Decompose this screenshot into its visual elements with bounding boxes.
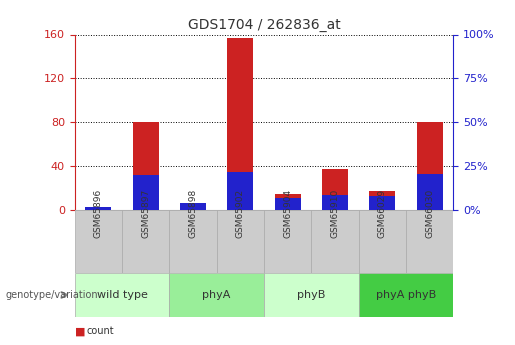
Text: wild type: wild type xyxy=(96,290,147,300)
Bar xyxy=(322,195,348,210)
Text: GSM65898: GSM65898 xyxy=(188,189,197,238)
Text: phyA phyB: phyA phyB xyxy=(376,290,436,300)
Bar xyxy=(274,198,301,210)
Bar xyxy=(180,204,206,210)
Bar xyxy=(133,175,159,210)
Bar xyxy=(264,210,311,273)
Bar xyxy=(227,172,253,210)
Title: GDS1704 / 262836_at: GDS1704 / 262836_at xyxy=(187,18,340,32)
Bar xyxy=(75,210,122,273)
Bar xyxy=(311,210,358,273)
Text: GSM66030: GSM66030 xyxy=(425,189,434,238)
Text: GSM65902: GSM65902 xyxy=(236,189,245,238)
Bar xyxy=(133,122,159,210)
Bar xyxy=(180,205,206,210)
Text: GSM65904: GSM65904 xyxy=(283,189,292,238)
Bar xyxy=(358,273,453,317)
Bar xyxy=(358,210,406,273)
Text: count: count xyxy=(86,326,114,336)
Bar xyxy=(274,194,301,210)
Text: GSM65896: GSM65896 xyxy=(94,189,103,238)
Bar xyxy=(406,210,453,273)
Bar xyxy=(169,210,217,273)
Text: GSM65910: GSM65910 xyxy=(331,189,339,238)
Bar xyxy=(217,210,264,273)
Bar xyxy=(227,38,253,210)
Bar xyxy=(417,174,442,210)
Text: genotype/variation: genotype/variation xyxy=(5,290,98,300)
Bar xyxy=(122,210,169,273)
Text: ■: ■ xyxy=(75,326,85,336)
Bar xyxy=(322,169,348,210)
Bar xyxy=(75,273,169,317)
Text: phyB: phyB xyxy=(297,290,325,300)
Bar xyxy=(85,207,111,210)
Bar xyxy=(369,191,395,210)
Text: phyA: phyA xyxy=(202,290,231,300)
Text: GSM65897: GSM65897 xyxy=(141,189,150,238)
Bar xyxy=(417,122,442,210)
Bar xyxy=(85,207,111,210)
Bar xyxy=(264,273,358,317)
Bar xyxy=(369,196,395,210)
Text: GSM66029: GSM66029 xyxy=(377,189,387,238)
Bar xyxy=(169,273,264,317)
